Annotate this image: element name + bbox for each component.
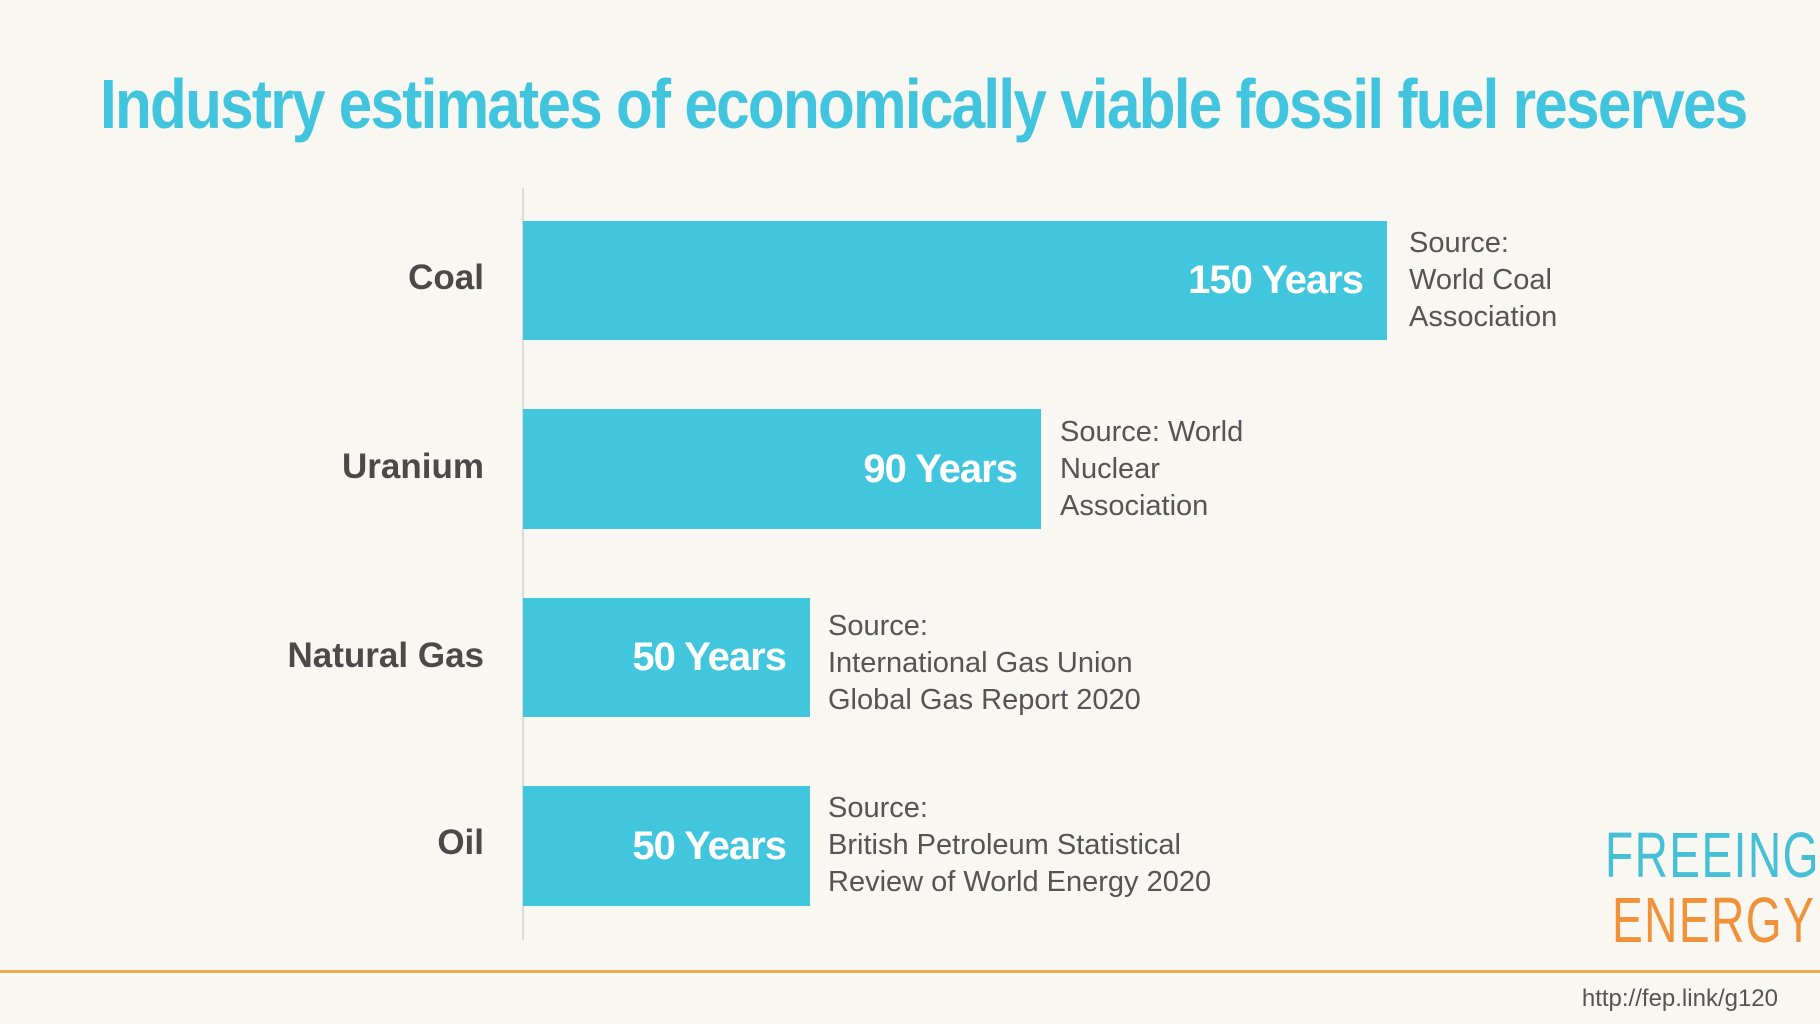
bar-natural-gas: 50 Years: [523, 598, 810, 717]
bar-value-label: 50 Years: [632, 635, 787, 679]
footer-divider: [0, 970, 1820, 973]
bar-value-label: 150 Years: [1188, 258, 1364, 302]
chart-title: Industry estimates of economically viabl…: [100, 65, 1748, 143]
category-label-oil: Oil: [437, 823, 484, 862]
y-axis-line: [522, 188, 524, 940]
source-note-uranium: Source: World Nuclear Association: [1060, 416, 1244, 522]
bar-oil: 50 Years: [523, 786, 810, 906]
bar-uranium: 90 Years: [523, 409, 1041, 529]
logo-freeing: FREEING: [1605, 819, 1820, 891]
source-note-natural-gas: Source: International Gas Union Global G…: [828, 610, 1141, 716]
footer-url: http://fep.link/g120: [1581, 985, 1778, 1012]
source-note-oil: Source: British Petroleum Statistical Re…: [828, 792, 1212, 898]
category-label-natural-gas: Natural Gas: [287, 636, 484, 675]
logo-energy: ENERGY: [1612, 884, 1816, 956]
bar-value-label: 50 Years: [632, 823, 787, 868]
source-note-coal: Source: World Coal Association: [1409, 227, 1558, 333]
category-label-coal: Coal: [408, 258, 484, 297]
bar-value-label: 90 Years: [863, 446, 1018, 491]
bar-coal: 150 Years: [523, 221, 1387, 340]
category-label-uranium: Uranium: [342, 447, 484, 486]
